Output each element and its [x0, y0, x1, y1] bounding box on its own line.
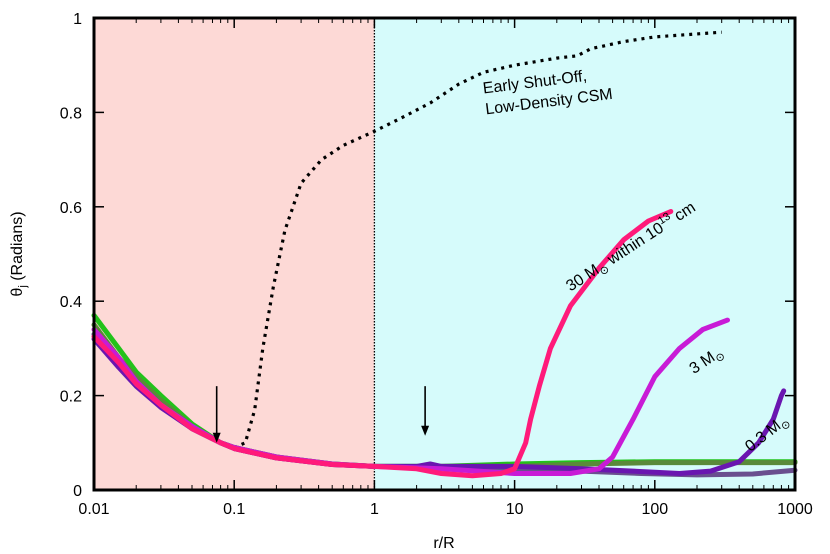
annotation-superscript: 13 — [656, 210, 673, 227]
y-tick-label: 1 — [73, 11, 82, 28]
y-label-subscript: j — [17, 285, 29, 288]
y-tick-label: 0.2 — [60, 389, 82, 406]
y-tick-label: 0.8 — [60, 105, 82, 122]
series-line-6 — [91, 209, 674, 479]
plot-frame — [92, 16, 797, 492]
x-tick-label: 0.1 — [223, 501, 245, 518]
series-line-0 — [233, 30, 722, 449]
y-tick-label: 0.4 — [60, 294, 82, 311]
arrow-head-1 — [421, 425, 430, 436]
y-label-unit: (Radians) — [9, 211, 26, 285]
y-axis-label: θj (Radians) — [9, 211, 29, 296]
x-axis-label: r/R — [433, 535, 454, 552]
x-tick-label: 1 — [370, 501, 379, 518]
axes — [92, 16, 797, 492]
background-regions — [94, 18, 795, 490]
y-label-symbol: θ — [9, 288, 26, 297]
x-tick-label: 0.01 — [78, 501, 109, 518]
region-1 — [374, 18, 795, 490]
series-layer — [91, 30, 798, 479]
y-tick-label: 0 — [73, 483, 82, 500]
arrows — [212, 386, 430, 443]
x-tick-label: 100 — [641, 501, 668, 518]
x-tick-label: 1000 — [777, 501, 813, 518]
x-tick-label: 10 — [506, 501, 524, 518]
y-tick-label: 0.6 — [60, 200, 82, 217]
region-0 — [94, 18, 375, 490]
arrow-head-0 — [212, 432, 221, 443]
ticks: 0.01 0.1 1 10 100 1000 0 0.2 0.4 0.6 0.8 1 — [60, 11, 813, 518]
